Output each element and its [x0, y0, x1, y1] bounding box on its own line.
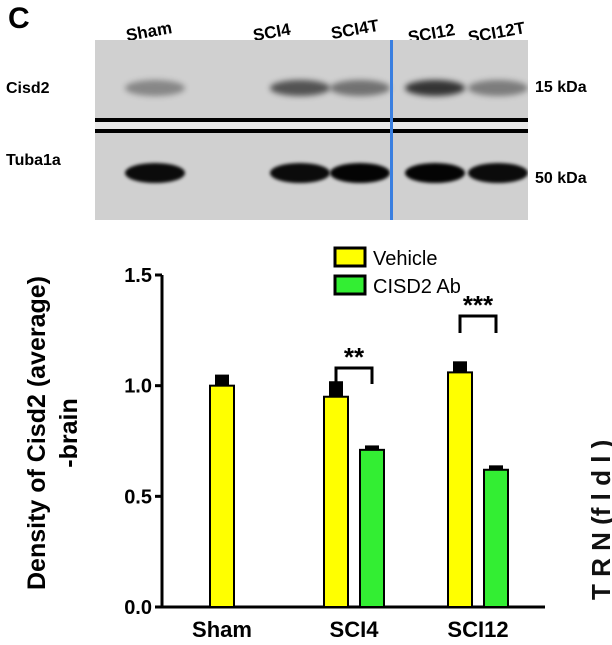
bar-sci12-cisd2-ab — [483, 468, 509, 608]
bar-sci12-vehicle — [447, 371, 473, 608]
y-tick-label: 1.5 — [124, 265, 152, 287]
x-tick-label-sci12: SCI12 — [447, 617, 508, 642]
right-edge-cropped-text: T R N (f l d l ) — [586, 440, 612, 600]
band-cisd2-sci12t — [468, 80, 528, 96]
band-cisd2-sci4 — [270, 80, 330, 96]
blot-gap — [95, 122, 528, 129]
legend-label-cisd2-ab: CISD2 Ab — [373, 276, 461, 298]
error-bar — [215, 374, 229, 386]
band-tuba1a-sham — [125, 163, 185, 183]
blot-panel-cisd2 — [95, 40, 528, 118]
y-tick-label: 0.5 — [124, 486, 152, 508]
bar-sham-vehicle — [209, 384, 235, 608]
band-cisd2-sci4t — [330, 80, 390, 96]
panel-letter: C — [8, 2, 30, 35]
error-bar — [329, 381, 343, 397]
significance-label: *** — [463, 290, 494, 320]
bar-sci4-vehicle — [323, 395, 349, 608]
significance-bracket — [334, 366, 374, 384]
y-tick-label: 0.0 — [124, 597, 152, 619]
blot-row-label-cisd2: Cisd2 — [6, 80, 50, 97]
band-tuba1a-sci4 — [270, 163, 330, 183]
legend-swatch-vehicle — [333, 246, 367, 268]
band-cisd2-sham — [125, 80, 185, 96]
significance-bracket — [458, 314, 498, 333]
blot-panel-tuba1a — [95, 133, 528, 220]
size-marker-15kda: 15 kDa — [535, 79, 587, 96]
lane-separator — [390, 40, 393, 220]
band-tuba1a-sci4t — [330, 163, 390, 183]
band-tuba1a-sci12 — [405, 163, 465, 183]
x-tick-label-sci4: SCI4 — [330, 617, 380, 642]
size-marker-50kda: 50 kDa — [535, 170, 587, 187]
y-tick-label: 1.0 — [124, 376, 152, 398]
blot-area: Sham SCI4 SCI4T SCI12 SCI12T Cisd2 Tuba1a 15… — [0, 0, 612, 220]
legend-label-vehicle: Vehicle — [373, 248, 438, 270]
error-bar — [489, 465, 503, 470]
band-tuba1a-sci12t — [468, 163, 528, 183]
band-cisd2-sci12 — [405, 80, 465, 96]
error-bar — [365, 445, 379, 450]
blot-row-label-tuba1a: Tuba1a — [6, 152, 61, 169]
significance-label: ** — [344, 342, 365, 372]
legend-swatch-cisd2-ab — [333, 274, 367, 296]
bar-sci4-cisd2-ab — [359, 448, 385, 608]
error-bar — [453, 361, 467, 373]
x-tick-label-sham: Sham — [192, 617, 252, 642]
blot-divider-2 — [95, 129, 528, 133]
blot-divider — [95, 118, 528, 122]
